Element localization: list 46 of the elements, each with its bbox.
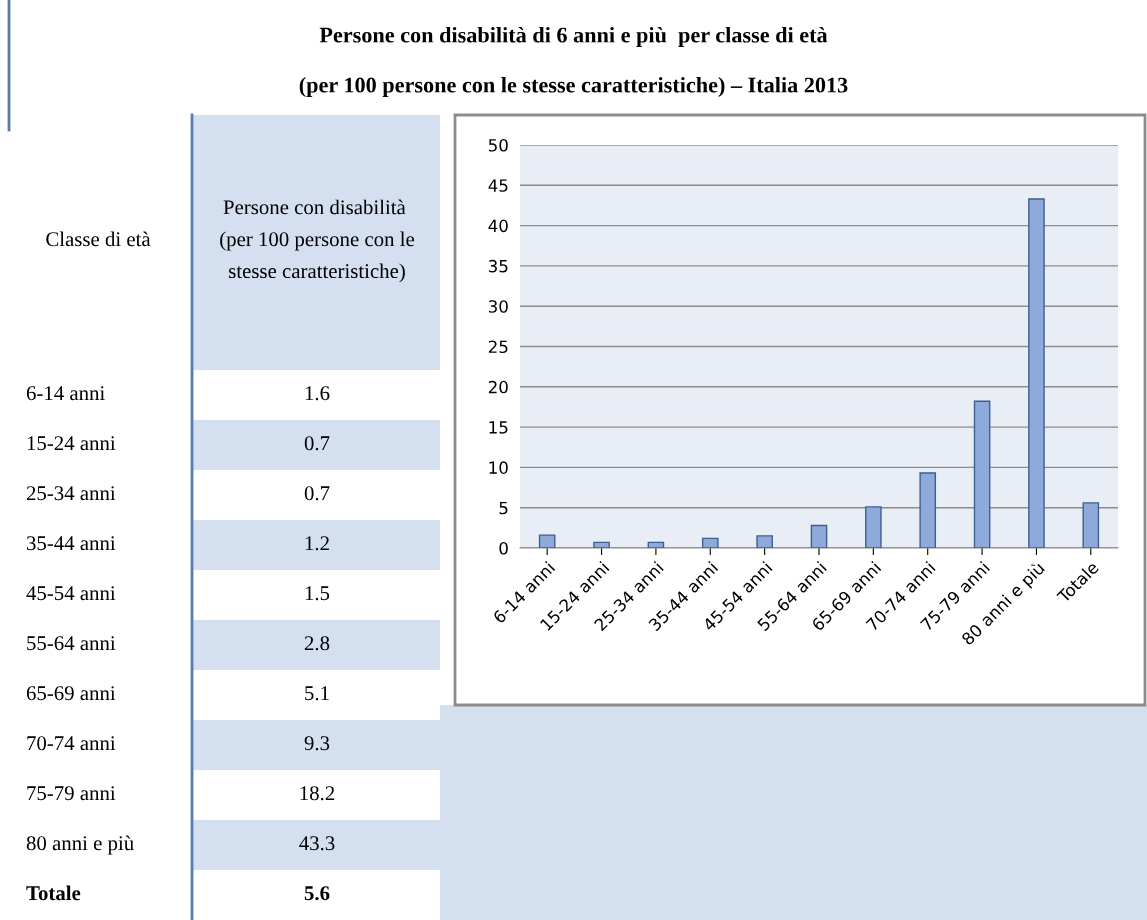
category-label: 70-74 anni	[27, 736, 116, 751]
y-tick-label: 45	[488, 179, 508, 192]
text: Persone con disabilità (per 100 persone con le stesse caratteristiche)	[220, 199, 415, 283]
y-tick-label: 0	[499, 541, 508, 555]
y-tick-label: 5	[499, 501, 508, 515]
y-tick-label: 30	[488, 300, 508, 313]
category-label: Totale	[26, 885, 81, 901]
text: 5.6	[304, 886, 330, 901]
y-tick-label: 10	[489, 461, 508, 474]
bar	[593, 541, 610, 548]
y-tick-label: 15	[489, 421, 508, 434]
text: Classe di età	[46, 231, 151, 247]
category-label: 65-69 anni	[26, 686, 116, 701]
category-label: 55-64 anni	[27, 636, 116, 651]
y-tick-label: 20	[488, 380, 508, 394]
text: 1.6	[305, 386, 330, 401]
chart-title: Persone con disabilità di 6 anni e più per classe di età (per 100 persone con le stesse caratteristiche) – Italia 2013	[299, 26, 848, 98]
category-label: 80 anni e più	[26, 835, 134, 855]
text: 0.7	[304, 436, 330, 451]
bar	[1082, 502, 1100, 548]
category-label: 25-34 anni	[26, 486, 116, 501]
bar	[810, 524, 828, 548]
text: 18.2	[300, 786, 335, 801]
y-tick-label: 35	[488, 259, 508, 273]
bar	[756, 535, 773, 548]
y-tick-label: 25	[488, 340, 508, 354]
text: 1.2	[305, 536, 329, 551]
text: 1.5	[305, 586, 330, 601]
bar	[1028, 198, 1045, 548]
text: 2.8	[304, 636, 330, 651]
bar	[973, 400, 991, 548]
bar	[647, 541, 665, 548]
category-label: 75-79 anni	[27, 786, 116, 801]
category-label: 35-44 anni	[27, 536, 116, 551]
text: 9.3	[304, 736, 330, 751]
bar	[538, 534, 556, 548]
text: 5.1	[305, 686, 329, 701]
y-tick-label: 40	[488, 219, 508, 233]
category-label: 15-24 anni	[27, 436, 116, 451]
bar	[701, 537, 719, 548]
text: 0.7	[304, 486, 330, 501]
category-label: 6-14 anni	[26, 386, 105, 401]
y-tick-label: 50	[488, 138, 508, 152]
bar	[919, 472, 937, 548]
text: 43.3	[299, 836, 335, 851]
bar	[865, 506, 882, 548]
